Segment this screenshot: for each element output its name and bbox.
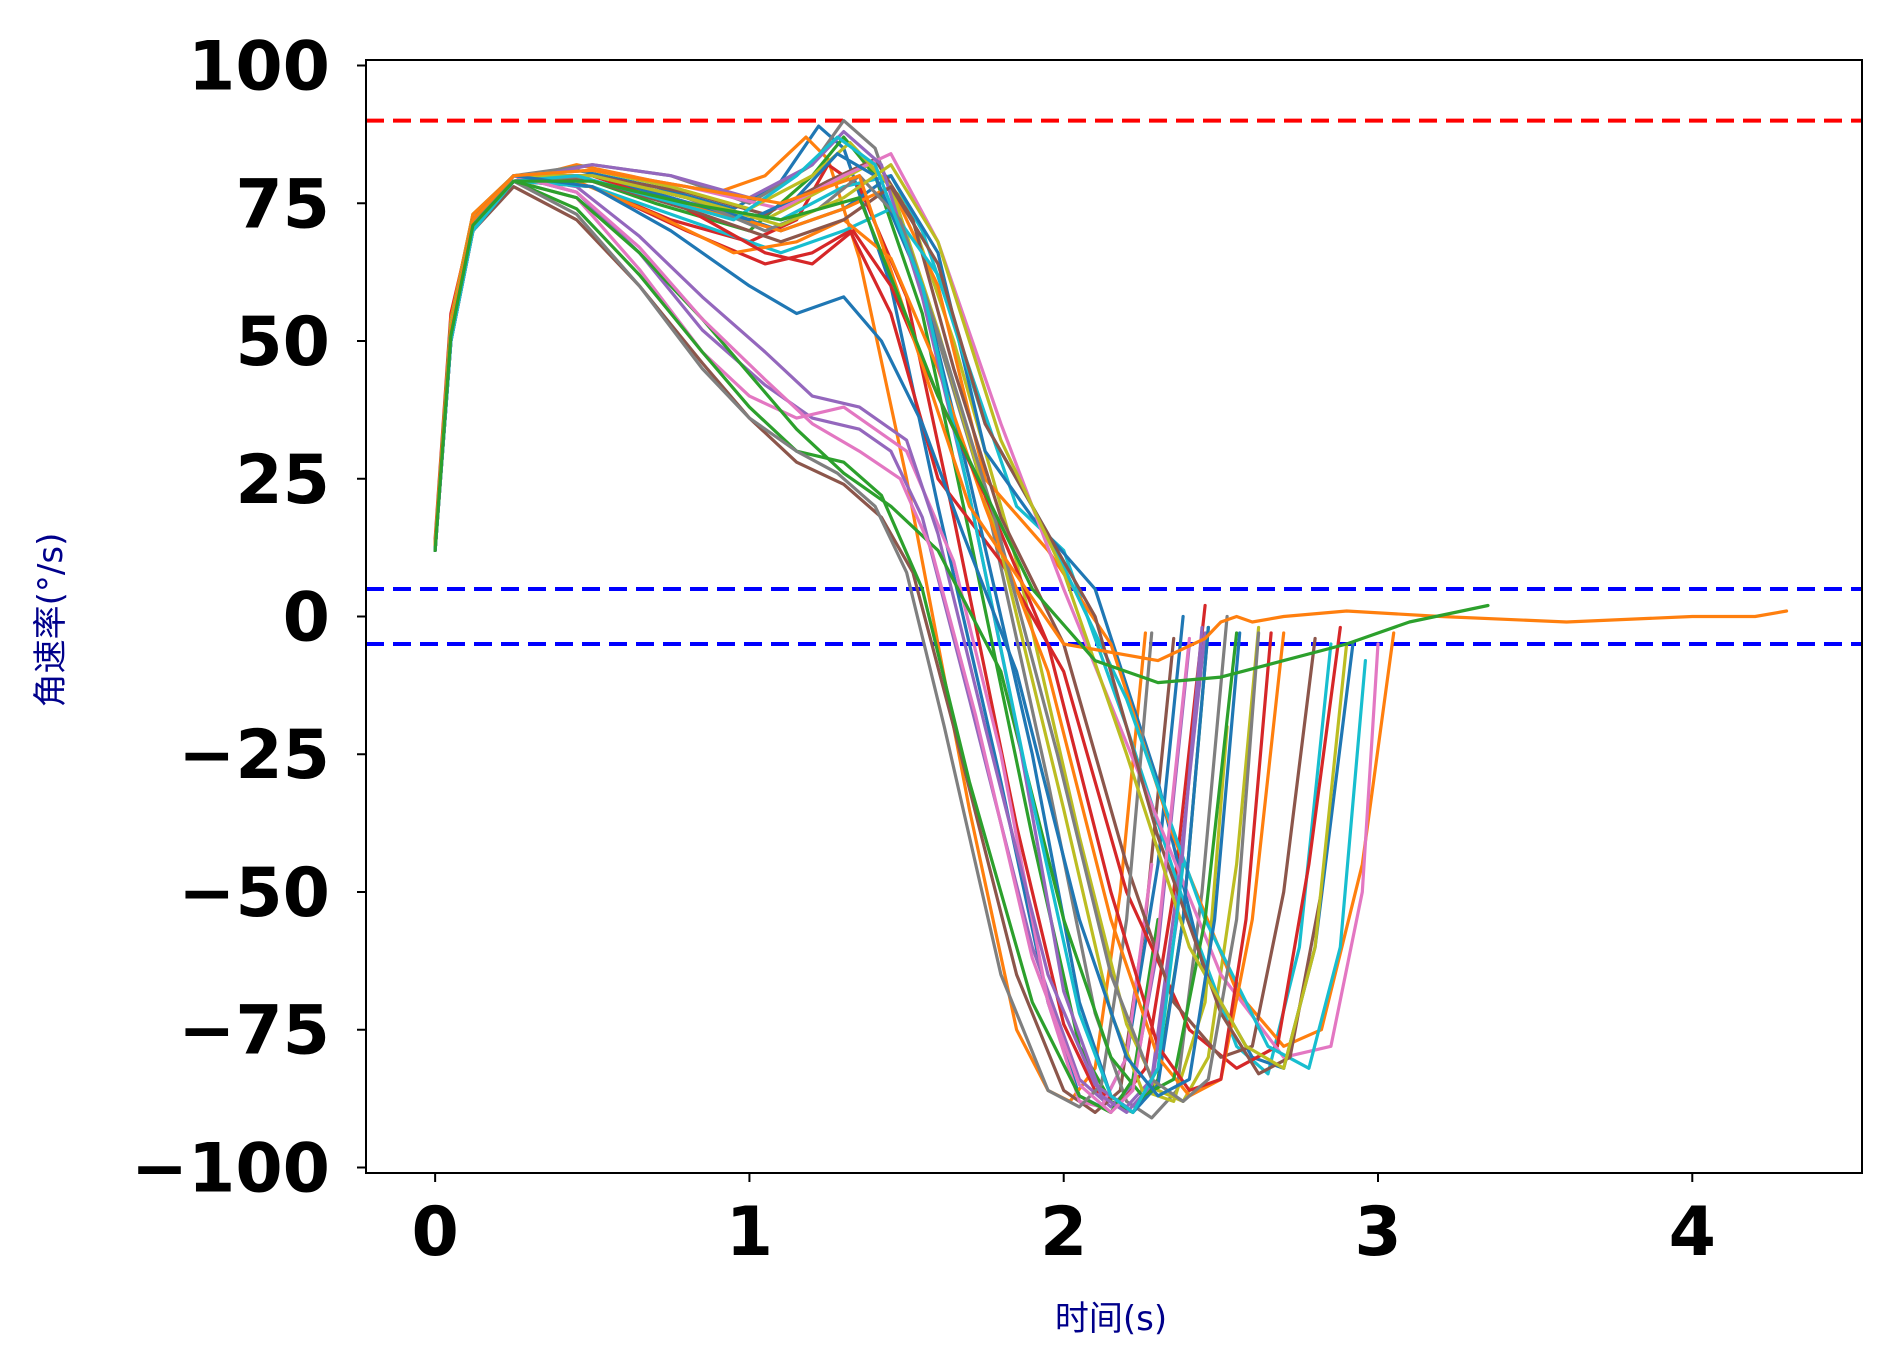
y-tick-label-3: 25 — [235, 441, 330, 520]
x-tick-label-3: 3 — [1354, 1193, 1401, 1272]
x-tick-label-0: 0 — [411, 1193, 458, 1272]
y-tick-label-2: 50 — [235, 303, 330, 382]
y-tick-label-1: 75 — [235, 165, 330, 244]
series-line-32 — [433, 179, 1490, 685]
series-line-5 — [433, 185, 1176, 1115]
y-tick-label-0: 100 — [188, 28, 330, 107]
series-layer — [433, 118, 1789, 1120]
reference-lines — [366, 118, 1862, 647]
y-tick-label-8: −100 — [131, 1129, 330, 1208]
x-tick-label-2: 2 — [1040, 1193, 1087, 1272]
x-tick-label-1: 1 — [726, 1193, 773, 1272]
x-axis-title: 时间(s) — [1055, 1299, 1167, 1339]
y-axis: 100 75 50 25 0 −25 −50 −75 −100 — [131, 28, 366, 1208]
y-tick-label-5: −25 — [178, 716, 330, 795]
x-tick-label-4: 4 — [1669, 1193, 1716, 1272]
y-tick-label-4: 0 — [283, 579, 330, 658]
x-axis: 0 1 2 3 4 — [411, 1173, 1716, 1272]
series-line-31 — [433, 168, 1789, 663]
y-tick-label-7: −75 — [178, 992, 330, 1071]
y-tick-label-6: −50 — [178, 854, 330, 933]
y-axis-title: 角速率(°/s) — [31, 533, 71, 708]
